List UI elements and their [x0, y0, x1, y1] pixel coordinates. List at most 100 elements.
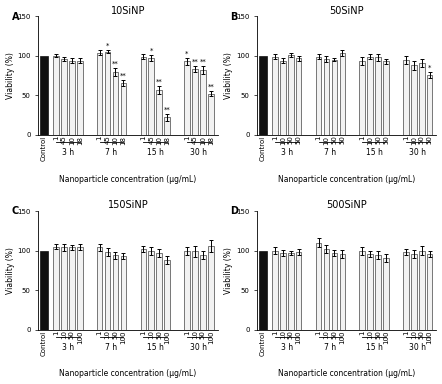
X-axis label: Nanoparticle concentration (μg/mL): Nanoparticle concentration (μg/mL): [59, 175, 197, 184]
Bar: [411, 65, 417, 135]
Text: **: **: [199, 59, 206, 65]
Bar: [280, 61, 286, 135]
Text: C: C: [11, 206, 19, 216]
Bar: [339, 254, 345, 329]
Title: 10SiNP: 10SiNP: [111, 5, 145, 16]
Bar: [332, 253, 337, 329]
Bar: [61, 59, 67, 135]
Bar: [149, 58, 154, 135]
Y-axis label: Viability (%): Viability (%): [6, 247, 15, 294]
Title: 150SiNP: 150SiNP: [107, 200, 149, 210]
Text: A: A: [11, 12, 19, 22]
Bar: [272, 56, 278, 135]
Bar: [411, 254, 417, 329]
Bar: [259, 56, 267, 135]
Text: 7 h: 7 h: [106, 343, 118, 352]
Text: *: *: [149, 48, 153, 54]
Bar: [403, 60, 409, 135]
Bar: [359, 61, 365, 135]
Bar: [375, 255, 381, 329]
Bar: [149, 251, 154, 329]
Text: **: **: [112, 61, 119, 66]
Bar: [97, 53, 103, 135]
Bar: [208, 246, 213, 329]
Bar: [296, 252, 301, 329]
Bar: [141, 56, 146, 135]
Text: 15 h: 15 h: [147, 343, 164, 352]
Text: **: **: [164, 107, 171, 113]
Bar: [192, 252, 198, 329]
Text: 30 h: 30 h: [191, 343, 207, 352]
Text: 7 h: 7 h: [106, 148, 118, 157]
Bar: [427, 75, 432, 135]
Bar: [324, 59, 329, 135]
Bar: [69, 247, 75, 329]
Text: 3 h: 3 h: [62, 343, 74, 352]
Bar: [427, 254, 432, 329]
Bar: [77, 247, 83, 329]
Bar: [141, 249, 146, 329]
Text: **: **: [191, 59, 198, 65]
Bar: [208, 94, 213, 135]
X-axis label: Nanoparticle concentration (μg/mL): Nanoparticle concentration (μg/mL): [59, 369, 197, 379]
Text: 15 h: 15 h: [366, 343, 382, 352]
Bar: [419, 63, 424, 135]
Text: 7 h: 7 h: [324, 343, 336, 352]
Text: 3 h: 3 h: [281, 148, 293, 157]
Bar: [259, 251, 267, 329]
Bar: [97, 247, 103, 329]
Bar: [367, 254, 373, 329]
Bar: [419, 251, 424, 329]
Bar: [77, 61, 83, 135]
Bar: [192, 69, 198, 135]
Bar: [113, 255, 118, 329]
Bar: [53, 56, 59, 135]
Title: 500SiNP: 500SiNP: [327, 200, 367, 210]
Text: 7 h: 7 h: [324, 148, 336, 157]
Text: *: *: [106, 43, 109, 49]
Bar: [61, 247, 67, 329]
X-axis label: Nanoparticle concentration (μg/mL): Nanoparticle concentration (μg/mL): [278, 369, 415, 379]
Text: **: **: [156, 79, 163, 84]
Bar: [113, 72, 118, 135]
Bar: [316, 243, 321, 329]
Bar: [156, 253, 162, 329]
Bar: [184, 251, 190, 329]
Y-axis label: Viability (%): Viability (%): [225, 52, 233, 99]
Bar: [200, 70, 206, 135]
Bar: [359, 251, 365, 329]
Bar: [375, 58, 381, 135]
Text: **: **: [120, 72, 127, 78]
Bar: [200, 255, 206, 329]
Bar: [105, 52, 110, 135]
Text: 15 h: 15 h: [147, 148, 164, 157]
Bar: [324, 249, 329, 329]
Bar: [105, 252, 110, 329]
Bar: [164, 118, 170, 135]
Text: 3 h: 3 h: [62, 148, 74, 157]
Bar: [383, 258, 389, 329]
Bar: [332, 60, 337, 135]
Bar: [288, 253, 293, 329]
Bar: [69, 61, 75, 135]
Bar: [53, 247, 59, 329]
X-axis label: Nanoparticle concentration (μg/mL): Nanoparticle concentration (μg/mL): [278, 175, 415, 184]
Bar: [156, 90, 162, 135]
Bar: [288, 55, 293, 135]
Bar: [367, 56, 373, 135]
Bar: [40, 56, 48, 135]
Bar: [184, 61, 190, 135]
Bar: [383, 61, 389, 135]
Text: 3 h: 3 h: [281, 343, 293, 352]
Bar: [121, 83, 126, 135]
Bar: [164, 260, 170, 329]
Text: B: B: [231, 12, 238, 22]
Bar: [339, 53, 345, 135]
Text: *: *: [185, 51, 189, 57]
Text: **: **: [207, 84, 214, 90]
Bar: [272, 251, 278, 329]
Text: 30 h: 30 h: [191, 148, 207, 157]
Title: 50SiNP: 50SiNP: [330, 5, 364, 16]
Y-axis label: Viability (%): Viability (%): [225, 247, 233, 294]
Text: 15 h: 15 h: [366, 148, 382, 157]
